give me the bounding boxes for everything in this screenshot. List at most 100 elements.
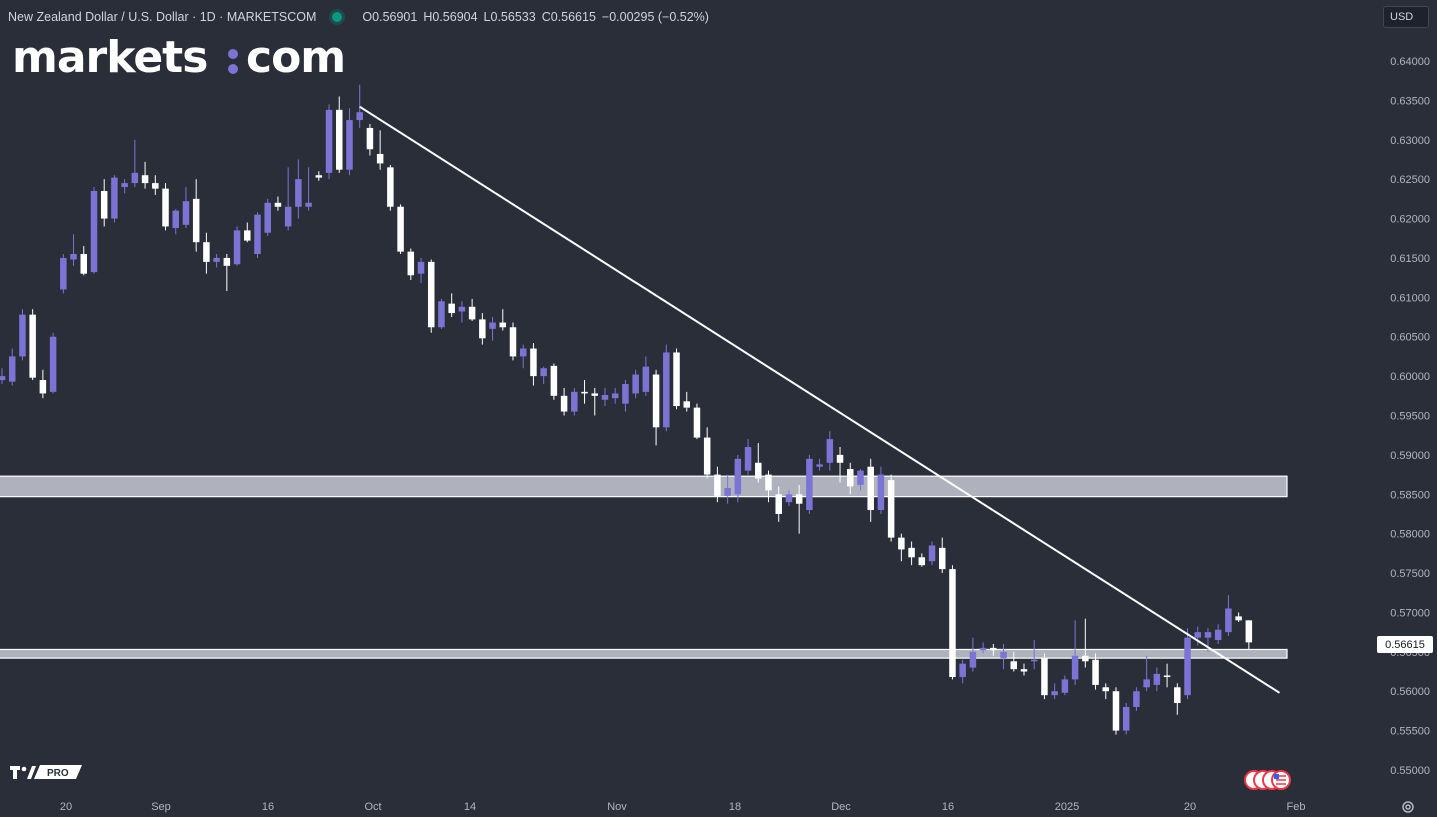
x-tick-label: 16: [262, 801, 274, 813]
candle-body: [1225, 608, 1232, 633]
y-tick-label: 0.60000: [1390, 371, 1430, 383]
us-events-flags-icon[interactable]: [1243, 769, 1299, 791]
candle-body: [0, 376, 6, 381]
x-tick-label: 14: [464, 801, 476, 813]
candle: [632, 369, 639, 399]
candle: [213, 254, 220, 268]
candle: [1010, 651, 1018, 672]
candle: [519, 344, 527, 369]
candle-body: [540, 368, 547, 377]
candle-body: [1071, 655, 1079, 680]
svg-text:com: com: [246, 34, 345, 80]
candle: [376, 130, 384, 170]
candle: [724, 474, 731, 504]
candle-body: [100, 190, 108, 219]
symbol-title[interactable]: New Zealand Dollar / U.S. Dollar · 1D · …: [8, 10, 317, 24]
trendline[interactable]: [359, 105, 1281, 694]
x-tick-label: 20: [1184, 801, 1196, 813]
x-tick-label: Sep: [151, 801, 171, 813]
candle: [816, 458, 823, 471]
candle-body: [642, 366, 650, 392]
candle: [397, 204, 404, 255]
candle: [182, 187, 190, 229]
candle: [1000, 643, 1007, 670]
candle: [744, 439, 752, 475]
candle: [857, 469, 864, 491]
candle: [867, 458, 874, 522]
candle-body: [254, 214, 261, 255]
candle: [438, 298, 445, 329]
y-tick-label: 0.55000: [1390, 765, 1430, 777]
y-tick-label: 0.57500: [1390, 568, 1430, 580]
candle: [305, 167, 312, 211]
candle: [979, 642, 987, 654]
candle: [959, 659, 966, 684]
candle: [346, 108, 353, 176]
settings-gear-icon[interactable]: [1400, 799, 1416, 815]
candle-body: [397, 206, 404, 252]
candle: [80, 246, 88, 276]
candle-body: [683, 401, 690, 408]
candle-body: [714, 474, 721, 496]
candle-body: [346, 120, 353, 170]
markets-com-logo: markets com: [12, 32, 357, 91]
candle-body: [519, 348, 527, 357]
candle-body: [979, 647, 987, 651]
candle-body: [1041, 658, 1048, 696]
candle: [1245, 620, 1253, 650]
candle-body: [744, 447, 752, 471]
x-tick-label: Dec: [831, 801, 851, 813]
candle: [336, 96, 343, 173]
candle: [8, 348, 16, 386]
y-tick-label: 0.58500: [1390, 489, 1430, 501]
candle-body: [775, 494, 782, 514]
candle-body: [192, 198, 200, 243]
candle-body: [1133, 691, 1140, 707]
candle-body: [325, 109, 333, 173]
candle: [1235, 612, 1242, 622]
currency-selector[interactable]: USD: [1383, 6, 1429, 28]
candle: [847, 462, 854, 495]
candle: [417, 257, 425, 284]
candle-body: [509, 327, 517, 357]
zone-2[interactable]: [0, 648, 1288, 659]
candle: [683, 391, 690, 412]
candle-body: [795, 494, 803, 504]
high-value: 0.56904: [432, 10, 478, 24]
x-tick-label: Oct: [364, 801, 381, 813]
candle-body: [887, 480, 895, 538]
candle-body: [857, 470, 864, 485]
close-label: C: [541, 10, 551, 24]
candle-body: [703, 437, 711, 475]
candle: [550, 363, 558, 400]
candle: [1163, 663, 1171, 688]
candle-body: [264, 202, 271, 233]
zone-1[interactable]: [0, 475, 1288, 498]
candle-body: [1245, 620, 1253, 643]
candle-body: [448, 303, 455, 314]
candle: [356, 84, 363, 128]
candle: [836, 447, 844, 483]
candle: [1051, 683, 1058, 700]
candle: [622, 380, 629, 412]
y-tick-label: 0.55500: [1390, 726, 1430, 738]
candle: [540, 366, 547, 384]
tradingview-pro-logo-icon[interactable]: PRO: [10, 763, 82, 781]
candle: [601, 387, 609, 407]
candle: [39, 369, 47, 399]
candle-body: [80, 254, 88, 274]
candle-body: [356, 112, 363, 121]
candle: [407, 248, 415, 281]
candle-body: [479, 319, 486, 339]
candle-body: [847, 469, 854, 487]
candle: [223, 254, 231, 292]
candle: [969, 637, 977, 672]
candle: [1061, 675, 1069, 696]
candle-body: [652, 374, 660, 428]
candle-body: [162, 188, 169, 227]
candle: [673, 348, 680, 410]
x-tick-label: 18: [729, 801, 741, 813]
candle-body: [867, 466, 874, 511]
